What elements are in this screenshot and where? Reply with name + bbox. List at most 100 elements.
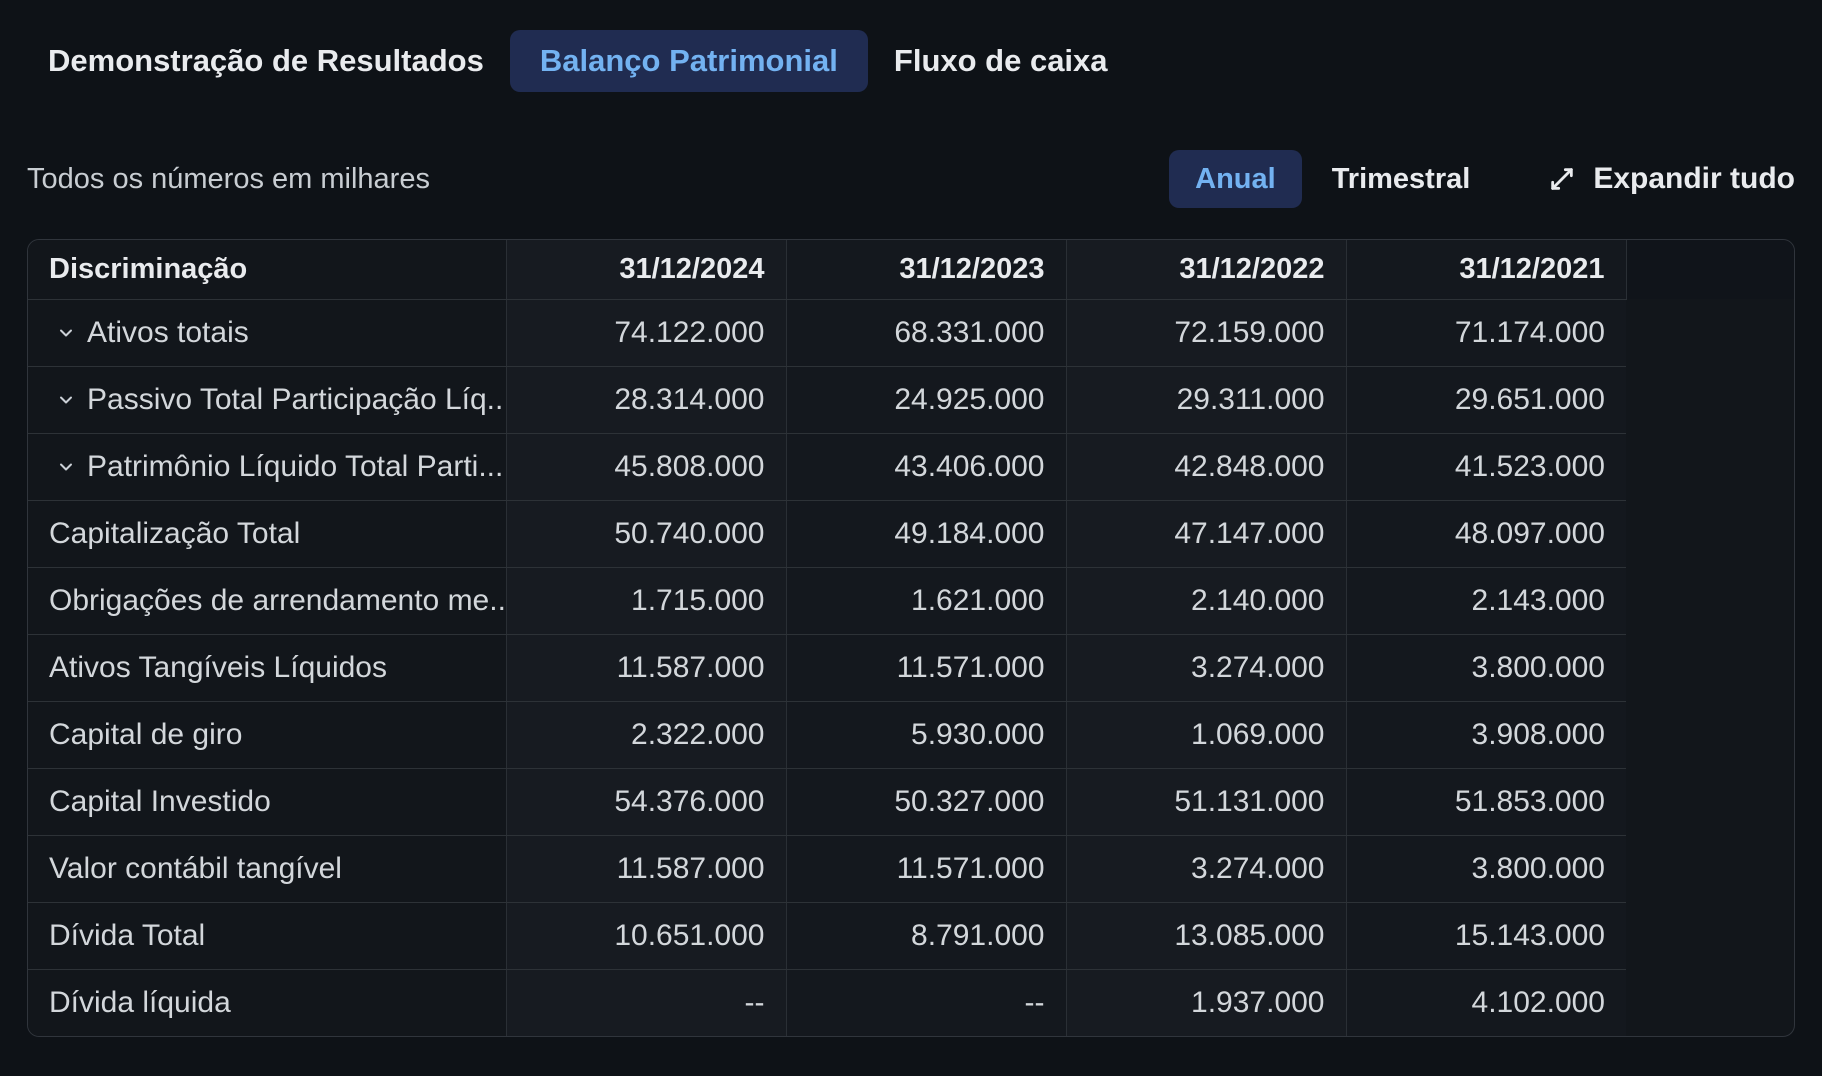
- table-row: Passivo Total Participação Líq... 28.314.…: [28, 366, 1794, 434]
- table-row: Dívida líquida -- -- 1.937.000 4.102.000: [28, 969, 1794, 1036]
- cell-value: 10.651.000: [505, 902, 786, 970]
- row-label-expandable[interactable]: Patrimônio Líquido Total Parti...: [28, 433, 506, 501]
- chevron-down-icon[interactable]: [56, 390, 76, 410]
- row-label: Capitalização Total: [28, 500, 506, 568]
- expand-diagonal-icon: [1546, 163, 1578, 195]
- row-label-text: Ativos Tangíveis Líquidos: [49, 650, 387, 684]
- cell-value: 3.800.000: [1345, 835, 1626, 903]
- column-header-2022: 31/12/2022: [1065, 240, 1346, 300]
- column-header-2021: 31/12/2021: [1345, 240, 1626, 300]
- cell-value: 1.621.000: [785, 567, 1066, 635]
- table-row: Ativos Tangíveis Líquidos 11.587.000 11.57…: [28, 634, 1794, 702]
- row-label-text: Capital Investido: [49, 784, 271, 818]
- cell-value: 48.097.000: [1345, 500, 1626, 568]
- cell-value: --: [785, 969, 1066, 1036]
- table-row: Capital Investido 54.376.000 50.327.000 51.…: [28, 768, 1794, 836]
- cell-value: 3.800.000: [1345, 634, 1626, 702]
- cell-value: 43.406.000: [785, 433, 1066, 501]
- cell-value: 29.651.000: [1345, 366, 1626, 434]
- table-header-row: Discriminação 31/12/2024 31/12/2023 31/1…: [28, 240, 1794, 300]
- period-controls: Anual Trimestral Expandir tudo: [1169, 150, 1795, 208]
- row-label: Capital de giro: [28, 701, 506, 769]
- balance-sheet-table: Discriminação 31/12/2024 31/12/2023 31/1…: [27, 239, 1795, 1037]
- cell-value: 2.140.000: [1065, 567, 1346, 635]
- row-label: Capital Investido: [28, 768, 506, 836]
- row-label: Valor contábil tangível: [28, 835, 506, 903]
- cell-value: 41.523.000: [1345, 433, 1626, 501]
- cell-value: 51.131.000: [1065, 768, 1346, 836]
- cell-value: 47.147.000: [1065, 500, 1346, 568]
- chevron-down-icon[interactable]: [56, 323, 76, 343]
- statement-tabs: Demonstração de Resultados Balanço Patri…: [0, 0, 1822, 92]
- cell-value: 72.159.000: [1065, 299, 1346, 367]
- cell-value: --: [505, 969, 786, 1036]
- row-label-text: Dívida líquida: [49, 985, 231, 1019]
- column-header-2024: 31/12/2024: [505, 240, 786, 300]
- table-spacer-column: [1625, 240, 1794, 299]
- row-label: Ativos Tangíveis Líquidos: [28, 634, 506, 702]
- row-label-text: Ativos totais: [87, 315, 249, 349]
- cell-value: 3.274.000: [1065, 634, 1346, 702]
- table-row: Patrimônio Líquido Total Parti... 45.808.…: [28, 433, 1794, 501]
- period-toggle-anual[interactable]: Anual: [1169, 150, 1302, 208]
- cell-value: 1.715.000: [505, 567, 786, 635]
- expand-all-button[interactable]: Expandir tudo: [1546, 162, 1795, 196]
- units-note: Todos os números em milhares: [27, 162, 430, 195]
- cell-value: 74.122.000: [505, 299, 786, 367]
- cell-value: 2.322.000: [505, 701, 786, 769]
- cell-value: 28.314.000: [505, 366, 786, 434]
- column-header-discriminacao: Discriminação: [28, 240, 506, 300]
- row-label-text: Obrigações de arrendamento me...: [49, 583, 506, 617]
- cell-value: 11.587.000: [505, 835, 786, 903]
- tab-balanco-patrimonial[interactable]: Balanço Patrimonial: [509, 30, 868, 92]
- cell-value: 71.174.000: [1345, 299, 1626, 367]
- cell-value: 1.069.000: [1065, 701, 1346, 769]
- cell-value: 2.143.000: [1345, 567, 1626, 635]
- row-label-text: Valor contábil tangível: [49, 851, 342, 885]
- cell-value: 8.791.000: [785, 902, 1066, 970]
- cell-value: 68.331.000: [785, 299, 1066, 367]
- cell-value: 3.274.000: [1065, 835, 1346, 903]
- cell-value: 45.808.000: [505, 433, 786, 501]
- cell-value: 3.908.000: [1345, 701, 1626, 769]
- table-row: Dívida Total 10.651.000 8.791.000 13.085.00…: [28, 902, 1794, 970]
- cell-value: 54.376.000: [505, 768, 786, 836]
- cell-value: 13.085.000: [1065, 902, 1346, 970]
- tab-fluxo-de-caixa[interactable]: Fluxo de caixa: [894, 30, 1108, 92]
- cell-value: 29.311.000: [1065, 366, 1346, 434]
- row-label-text: Patrimônio Líquido Total Parti...: [87, 449, 504, 483]
- cell-value: 15.143.000: [1345, 902, 1626, 970]
- cell-value: 50.327.000: [785, 768, 1066, 836]
- tab-demonstracao-de-resultados[interactable]: Demonstração de Resultados: [48, 30, 484, 92]
- cell-value: 4.102.000: [1345, 969, 1626, 1036]
- table-row: Valor contábil tangível 11.587.000 11.571.…: [28, 835, 1794, 903]
- table-row: Capital de giro 2.322.000 5.930.000 1.069.0…: [28, 701, 1794, 769]
- row-label-expandable[interactable]: Passivo Total Participação Líq...: [28, 366, 506, 434]
- chevron-down-icon[interactable]: [56, 457, 76, 477]
- row-label: Dívida Total: [28, 902, 506, 970]
- cell-value: 11.587.000: [505, 634, 786, 702]
- row-label-text: Capital de giro: [49, 717, 243, 751]
- table-toolbar: Todos os números em milhares Anual Trime…: [0, 150, 1822, 208]
- cell-value: 11.571.000: [785, 835, 1066, 903]
- cell-value: 1.937.000: [1065, 969, 1346, 1036]
- row-label: Obrigações de arrendamento me...: [28, 567, 506, 635]
- row-label-text: Dívida Total: [49, 918, 206, 952]
- expand-all-label: Expandir tudo: [1593, 162, 1795, 195]
- row-label: Dívida líquida: [28, 969, 506, 1036]
- table-row: Capitalização Total 50.740.000 49.184.000 4…: [28, 500, 1794, 568]
- cell-value: 51.853.000: [1345, 768, 1626, 836]
- table-row: Obrigações de arrendamento me... 1.715.00…: [28, 567, 1794, 635]
- cell-value: 5.930.000: [785, 701, 1066, 769]
- table-row: Ativos totais 74.122.000 68.331.000 72.159.…: [28, 299, 1794, 367]
- cell-value: 42.848.000: [1065, 433, 1346, 501]
- row-label-expandable[interactable]: Ativos totais: [28, 299, 506, 367]
- row-label-text: Capitalização Total: [49, 516, 301, 550]
- cell-value: 50.740.000: [505, 500, 786, 568]
- column-header-2023: 31/12/2023: [785, 240, 1066, 300]
- cell-value: 24.925.000: [785, 366, 1066, 434]
- cell-value: 49.184.000: [785, 500, 1066, 568]
- row-label-text: Passivo Total Participação Líq...: [87, 382, 506, 416]
- cell-value: 11.571.000: [785, 634, 1066, 702]
- period-toggle-trimestral[interactable]: Trimestral: [1332, 150, 1471, 208]
